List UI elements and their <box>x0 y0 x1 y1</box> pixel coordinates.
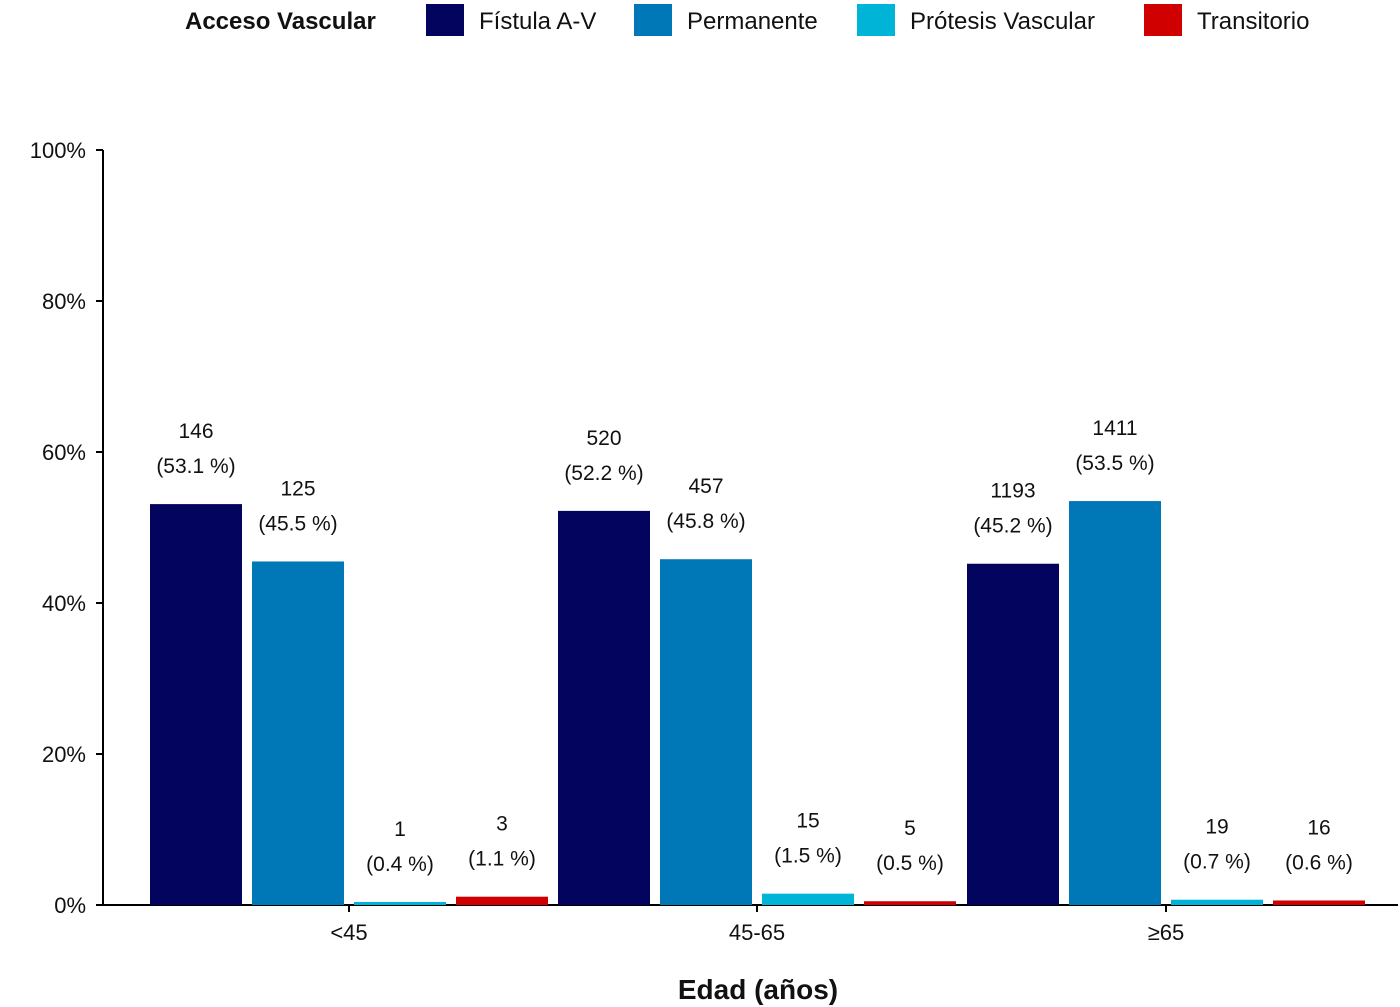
legend-title: Acceso Vascular <box>185 8 376 35</box>
data-label-count: 16 <box>1307 816 1330 839</box>
legend: Acceso Vascular Fístula A-V Permanente Pró… <box>185 4 1309 36</box>
data-label-pct: (53.5 %) <box>1075 452 1154 475</box>
bar <box>558 510 650 905</box>
x-axis: <45 45-65 ≥65 <box>103 904 1398 945</box>
bar <box>1069 501 1161 905</box>
y-tick-label: 100% <box>30 138 86 163</box>
data-label-count: 1193 <box>990 480 1035 503</box>
legend-swatch <box>1144 4 1182 36</box>
data-label-pct: (45.5 %) <box>258 512 337 535</box>
bar <box>864 901 956 905</box>
bars <box>150 501 1365 905</box>
x-tick-label: 45-65 <box>729 920 785 945</box>
y-tick-label: 40% <box>42 591 86 616</box>
data-label-pct: (0.4 %) <box>366 853 434 876</box>
data-label-count: 457 <box>688 475 723 498</box>
legend-swatch <box>857 4 895 36</box>
y-tick-label: 20% <box>42 742 86 767</box>
data-labels: (53.1 %) 146 (45.5 %) 125 (0.4 %) 1 (1.1 %) 3 (5… <box>156 417 1353 876</box>
y-axis: 0% 20% 40% 60% 80% 100% <box>30 138 104 918</box>
y-tick-label: 60% <box>42 440 86 465</box>
data-label-pct: (52.2 %) <box>564 462 643 485</box>
data-label-pct: (0.5 %) <box>876 852 944 875</box>
bar <box>252 561 344 905</box>
data-label-count: 19 <box>1205 816 1228 839</box>
data-label-pct: (0.6 %) <box>1285 851 1353 874</box>
y-tick-label: 80% <box>42 289 86 314</box>
data-label-count: 1 <box>394 818 406 841</box>
data-label-count: 1411 <box>1092 417 1137 440</box>
legend-entry: Fístula A-V <box>479 8 596 35</box>
bar <box>660 559 752 905</box>
legend-swatch <box>634 4 672 36</box>
data-label-pct: (53.1 %) <box>156 455 235 478</box>
x-tick-label: <45 <box>330 920 367 945</box>
legend-entry: Transitorio <box>1197 8 1309 35</box>
legend-entry: Prótesis Vascular <box>910 8 1095 35</box>
data-label-count: 146 <box>178 420 213 443</box>
bar <box>1273 900 1365 905</box>
bar <box>1171 899 1263 905</box>
bar <box>150 504 242 905</box>
bar <box>354 901 446 905</box>
data-label-pct: (45.2 %) <box>973 515 1052 538</box>
bar <box>762 893 854 905</box>
data-label-pct: (1.5 %) <box>774 845 842 868</box>
legend-swatch <box>426 4 464 36</box>
data-label-count: 125 <box>280 477 315 500</box>
data-label-count: 520 <box>586 427 621 450</box>
y-tick-label: 0% <box>54 893 86 918</box>
x-axis-label: Edad (años) <box>678 974 838 1005</box>
data-label-pct: (45.8 %) <box>666 510 745 533</box>
data-label-pct: (1.1 %) <box>468 848 536 871</box>
data-label-count: 15 <box>796 810 819 833</box>
legend-entry: Permanente <box>687 8 818 35</box>
data-label-count: 5 <box>904 817 916 840</box>
bar <box>456 896 548 905</box>
bar <box>967 563 1059 905</box>
x-tick-label: ≥65 <box>1148 920 1185 945</box>
data-label-count: 3 <box>496 813 508 836</box>
data-label-pct: (0.7 %) <box>1183 851 1251 874</box>
